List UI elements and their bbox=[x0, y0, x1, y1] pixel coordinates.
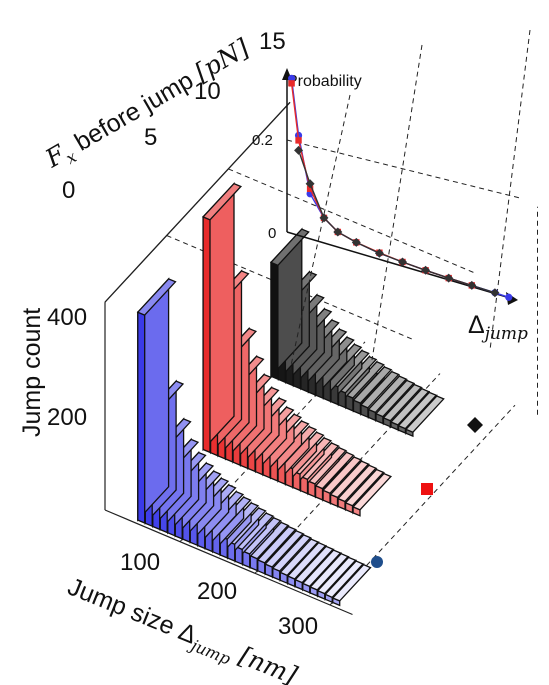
inset-point bbox=[398, 257, 407, 267]
bar-top bbox=[344, 468, 385, 507]
inset-gridline bbox=[289, 94, 351, 371]
inset-point bbox=[467, 280, 477, 290]
z-tick-label: 400 bbox=[47, 304, 87, 331]
inset-point bbox=[306, 185, 314, 192]
inset-point bbox=[421, 265, 431, 275]
series-legend bbox=[371, 417, 483, 568]
bar-top bbox=[279, 538, 320, 577]
bar-top bbox=[397, 391, 438, 430]
y-tick-label: 0 bbox=[62, 177, 75, 204]
inset-plot: Probability 0 0.2 Δjump bbox=[252, 29, 531, 371]
x-axis-line bbox=[104, 509, 353, 616]
bar-top bbox=[264, 530, 305, 568]
inset-x-axis bbox=[286, 231, 511, 299]
bar-top bbox=[321, 456, 363, 494]
y-axis-line bbox=[104, 101, 291, 303]
bar-top bbox=[374, 379, 415, 418]
inset-gridline bbox=[286, 139, 521, 199]
bar-top bbox=[324, 560, 365, 599]
bar-row bbox=[269, 227, 445, 438]
bar-top bbox=[331, 563, 372, 602]
bar-top bbox=[294, 545, 335, 584]
bar-top bbox=[389, 387, 430, 426]
x-tick-label: 100 bbox=[120, 549, 160, 576]
inset-point bbox=[444, 273, 454, 283]
bar-top bbox=[316, 556, 357, 595]
bar-top bbox=[301, 549, 342, 588]
x-axis-title: Jump size Δjump [nm] bbox=[62, 572, 301, 685]
bar-top bbox=[359, 370, 400, 409]
bar-top bbox=[271, 534, 312, 572]
inset-point bbox=[490, 288, 500, 298]
bar-top bbox=[136, 278, 177, 316]
y-tick-label: 10 bbox=[194, 78, 221, 105]
inset-y-label: Probability bbox=[287, 73, 362, 90]
bar-top bbox=[404, 395, 445, 433]
inset-series-line bbox=[297, 150, 496, 294]
inset-point bbox=[505, 293, 513, 301]
legend-marker-circle bbox=[371, 556, 383, 568]
inset-tick-label: 0.2 bbox=[252, 132, 273, 149]
z-tick-label: 200 bbox=[47, 404, 87, 431]
bar-top bbox=[367, 375, 408, 414]
bar-top bbox=[309, 552, 350, 591]
x-tick-label: 200 bbox=[197, 578, 237, 605]
bar-top bbox=[351, 472, 393, 511]
legend-marker-square bbox=[421, 483, 433, 495]
inset-point bbox=[319, 213, 329, 223]
bar-group bbox=[136, 181, 445, 607]
inset-point bbox=[295, 137, 302, 144]
bar-top bbox=[329, 460, 370, 499]
back-gridline bbox=[228, 168, 477, 274]
bar bbox=[137, 311, 146, 524]
bar bbox=[202, 215, 211, 454]
bar-top bbox=[336, 464, 378, 503]
inset-point bbox=[333, 227, 343, 237]
bar-top bbox=[269, 228, 310, 267]
inset-tick-label: 0 bbox=[268, 225, 276, 242]
inset-point bbox=[374, 248, 384, 258]
inset-point bbox=[294, 145, 304, 155]
inset-point bbox=[288, 80, 295, 87]
y-tick-label: 5 bbox=[144, 124, 157, 151]
bar-top bbox=[286, 541, 327, 580]
bar-row bbox=[201, 181, 393, 517]
z-axis-title: Jump count bbox=[18, 308, 46, 437]
bar-row bbox=[136, 277, 372, 607]
y-axis-title: Fx before jump [pN] bbox=[40, 33, 257, 177]
y-tick-label: 15 bbox=[259, 28, 286, 55]
inset-gridline bbox=[371, 44, 423, 361]
inset-point bbox=[351, 237, 361, 247]
bar-top bbox=[201, 182, 243, 221]
legend-marker-diamond bbox=[467, 417, 483, 433]
x-tick-label: 300 bbox=[278, 613, 318, 640]
inset-x-label: Δjump bbox=[468, 311, 528, 344]
bar-top bbox=[382, 383, 423, 422]
bar bbox=[270, 261, 279, 381]
inset-point bbox=[305, 179, 315, 189]
